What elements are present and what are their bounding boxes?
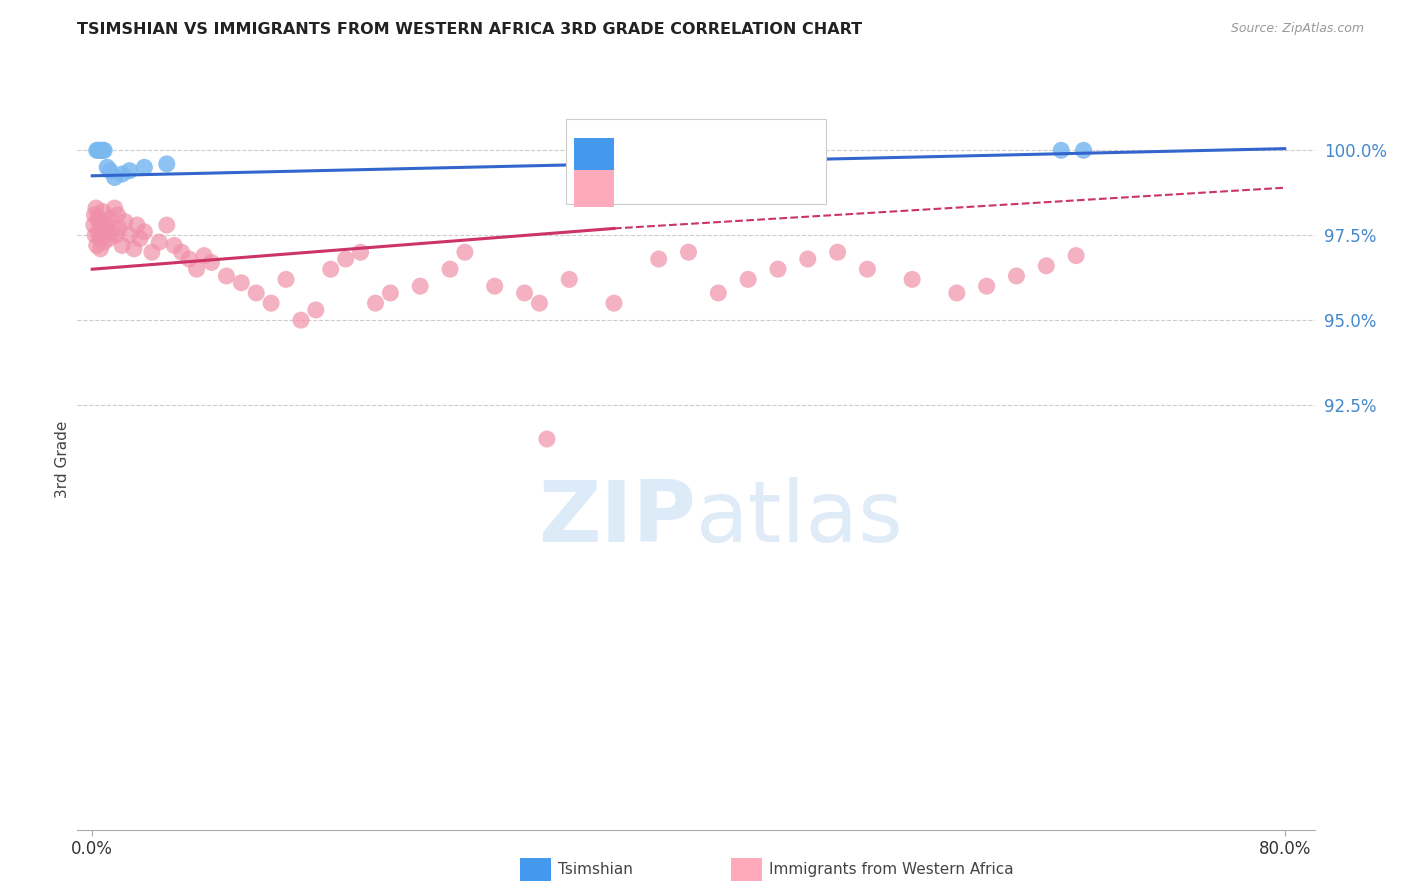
Point xyxy=(89,232,111,246)
Point xyxy=(536,432,558,446)
Point xyxy=(856,262,879,277)
Point xyxy=(290,313,312,327)
Point xyxy=(319,262,342,277)
Point xyxy=(90,228,112,243)
Text: R = 0.235   N = 75: R = 0.235 N = 75 xyxy=(623,179,793,198)
Point xyxy=(125,218,148,232)
Point xyxy=(86,211,108,226)
Point xyxy=(84,228,107,243)
Point xyxy=(87,144,110,158)
Point xyxy=(349,245,371,260)
Point xyxy=(111,238,134,252)
Point xyxy=(105,228,128,243)
Point xyxy=(86,144,108,158)
Point xyxy=(305,302,328,317)
Point xyxy=(193,249,215,263)
Point xyxy=(274,272,297,286)
Point xyxy=(335,252,357,266)
Text: R = 0.366   N = 15: R = 0.366 N = 15 xyxy=(623,148,793,166)
Point xyxy=(200,255,222,269)
Point xyxy=(118,163,141,178)
Point xyxy=(84,201,107,215)
Point xyxy=(141,245,163,260)
Point xyxy=(170,245,193,260)
Point xyxy=(94,225,117,239)
Point xyxy=(946,285,969,300)
Point xyxy=(439,262,461,277)
Point xyxy=(215,268,238,283)
Point xyxy=(163,238,186,252)
Point xyxy=(90,144,112,158)
Point xyxy=(1035,259,1057,273)
Point xyxy=(114,214,136,228)
Text: Tsimshian: Tsimshian xyxy=(558,863,633,877)
Point xyxy=(513,285,536,300)
Text: Immigrants from Western Africa: Immigrants from Western Africa xyxy=(769,863,1014,877)
Point xyxy=(108,221,131,235)
Point xyxy=(83,218,105,232)
Point xyxy=(260,296,283,310)
Point xyxy=(91,144,114,158)
Point xyxy=(134,225,156,239)
Point xyxy=(93,235,115,249)
Point xyxy=(245,285,267,300)
Point xyxy=(87,214,110,228)
Point xyxy=(89,242,111,256)
Point xyxy=(129,232,152,246)
Point xyxy=(107,208,129,222)
Text: Source: ZipAtlas.com: Source: ZipAtlas.com xyxy=(1230,22,1364,36)
Point xyxy=(90,218,112,232)
Text: ZIP: ZIP xyxy=(538,477,696,560)
Point xyxy=(122,242,145,256)
Point xyxy=(1005,268,1028,283)
Y-axis label: 3rd Grade: 3rd Grade xyxy=(55,421,70,498)
Point xyxy=(827,245,849,260)
Point xyxy=(901,272,924,286)
Point xyxy=(104,201,127,215)
Point xyxy=(98,211,121,226)
Point xyxy=(707,285,730,300)
Point xyxy=(766,262,789,277)
Point xyxy=(97,232,120,246)
Point xyxy=(558,272,581,286)
Point xyxy=(156,218,179,232)
Point xyxy=(380,285,402,300)
Point xyxy=(603,296,626,310)
Point xyxy=(647,252,669,266)
Point xyxy=(364,296,387,310)
Point xyxy=(484,279,506,293)
Point xyxy=(1050,144,1073,158)
Point xyxy=(678,245,700,260)
Point xyxy=(409,279,432,293)
Point xyxy=(529,296,551,310)
Point xyxy=(87,225,110,239)
Point xyxy=(98,163,121,178)
Point xyxy=(231,276,253,290)
Point xyxy=(186,262,208,277)
Point xyxy=(91,204,114,219)
Point xyxy=(797,252,820,266)
Point xyxy=(1064,249,1087,263)
Point xyxy=(737,272,759,286)
Point xyxy=(93,214,115,228)
Point xyxy=(86,238,108,252)
Point xyxy=(96,161,118,175)
Point xyxy=(156,157,179,171)
Point xyxy=(976,279,998,293)
Point xyxy=(104,170,127,185)
Point xyxy=(96,218,118,232)
Text: TSIMSHIAN VS IMMIGRANTS FROM WESTERN AFRICA 3RD GRADE CORRELATION CHART: TSIMSHIAN VS IMMIGRANTS FROM WESTERN AFR… xyxy=(77,22,862,37)
Point xyxy=(111,167,134,181)
Point xyxy=(454,245,477,260)
Point xyxy=(179,252,201,266)
Point xyxy=(93,144,115,158)
Point xyxy=(83,208,105,222)
Point xyxy=(118,228,141,243)
Point xyxy=(148,235,170,249)
Point xyxy=(89,144,111,158)
Point xyxy=(1073,144,1095,158)
Point xyxy=(134,161,156,175)
Text: atlas: atlas xyxy=(696,477,904,560)
Point xyxy=(100,225,122,239)
